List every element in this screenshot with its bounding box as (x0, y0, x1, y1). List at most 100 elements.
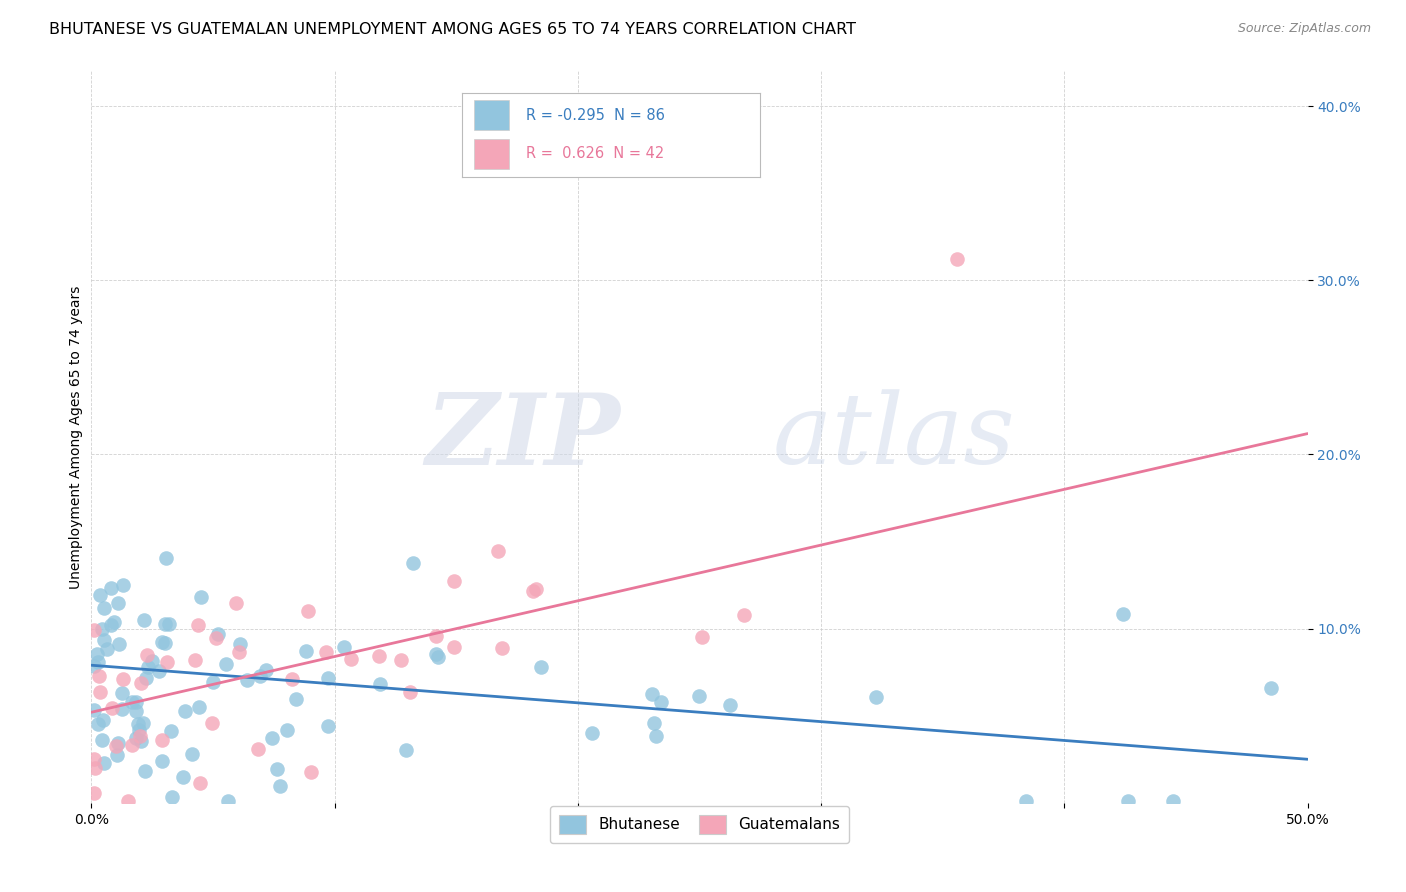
Point (228, 645, 250, 659)
Point (690, 630, 713, 644)
Point (89, 588, 111, 602)
Point (160, 789, 183, 804)
Point (111, 702, 134, 716)
Point (111, 578, 134, 592)
Y-axis label: Unemployment Among Ages 65 to 74 years: Unemployment Among Ages 65 to 74 years (69, 285, 83, 589)
Point (91, 622, 114, 636)
Point (297, 604, 319, 618)
Point (83, 658, 105, 673)
Text: Source: ZipAtlas.com: Source: ZipAtlas.com (1237, 22, 1371, 36)
Text: BHUTANESE VS GUATEMALAN UNEMPLOYMENT AMONG AGES 65 TO 74 YEARS CORRELATION CHART: BHUTANESE VS GUATEMALAN UNEMPLOYMENT AMO… (49, 22, 856, 37)
Point (207, 627, 229, 641)
Point (205, 631, 228, 645)
Point (107, 596, 129, 610)
Point (247, 742, 270, 756)
Point (125, 704, 148, 718)
Point (262, 731, 284, 746)
Point (184, 653, 207, 667)
Text: ZIP: ZIP (426, 389, 620, 485)
Point (134, 764, 156, 778)
Point (136, 660, 159, 674)
Point (89, 685, 111, 699)
Point (103, 615, 125, 629)
Point (718, 698, 741, 712)
Point (87, 668, 110, 682)
Point (254, 663, 277, 677)
Point (153, 617, 176, 632)
Point (150, 755, 173, 769)
Point (295, 644, 318, 658)
Point (650, 695, 672, 709)
Point (225, 596, 247, 610)
Point (530, 659, 553, 673)
Point (93, 756, 115, 770)
Point (190, 590, 212, 604)
Point (399, 685, 422, 699)
Point (180, 747, 202, 761)
Point (236, 673, 259, 687)
Point (100, 581, 122, 595)
Point (91, 713, 114, 727)
Point (117, 794, 139, 808)
Point (141, 654, 163, 668)
Point (276, 723, 298, 738)
Point (522, 583, 544, 598)
Point (159, 724, 181, 739)
Point (281, 672, 304, 686)
Point (107, 736, 129, 750)
Point (153, 636, 176, 650)
Point (202, 674, 225, 689)
Point (124, 731, 146, 745)
Text: atlas: atlas (772, 390, 1015, 484)
Point (486, 543, 509, 558)
Point (190, 776, 212, 790)
Point (100, 618, 122, 632)
Point (128, 723, 150, 737)
Point (132, 613, 155, 627)
Point (174, 704, 197, 718)
Point (643, 716, 665, 731)
Point (148, 665, 170, 679)
Point (644, 729, 666, 743)
Point (121, 738, 143, 752)
Point (100, 700, 122, 714)
Point (121, 695, 143, 709)
Point (1112, 607, 1135, 622)
Point (86, 647, 108, 661)
Point (135, 672, 157, 686)
Point (443, 640, 465, 655)
Point (125, 695, 148, 709)
Point (93, 632, 115, 647)
Point (104, 739, 127, 754)
Point (172, 770, 194, 784)
Point (96, 642, 118, 657)
Point (83, 752, 105, 766)
Point (86, 716, 108, 731)
Point (425, 647, 447, 661)
Point (491, 640, 513, 655)
Point (215, 657, 238, 672)
Point (229, 637, 252, 651)
Point (733, 608, 755, 623)
Point (402, 557, 425, 571)
Point (131, 676, 153, 690)
Point (91, 733, 114, 747)
Point (425, 629, 447, 643)
Point (128, 729, 150, 743)
Point (641, 687, 664, 701)
Point (112, 672, 135, 686)
Point (127, 717, 149, 731)
Point (865, 690, 887, 705)
Point (93, 600, 115, 615)
Point (83, 703, 105, 717)
Point (266, 762, 288, 776)
Point (389, 653, 412, 667)
Point (318, 718, 340, 732)
Point (150, 733, 173, 747)
Point (332, 640, 354, 655)
Legend: Bhutanese, Guatemalans: Bhutanese, Guatemalans (550, 805, 849, 843)
Point (269, 780, 291, 794)
Point (367, 648, 389, 663)
Point (524, 582, 547, 596)
Point (155, 550, 177, 565)
